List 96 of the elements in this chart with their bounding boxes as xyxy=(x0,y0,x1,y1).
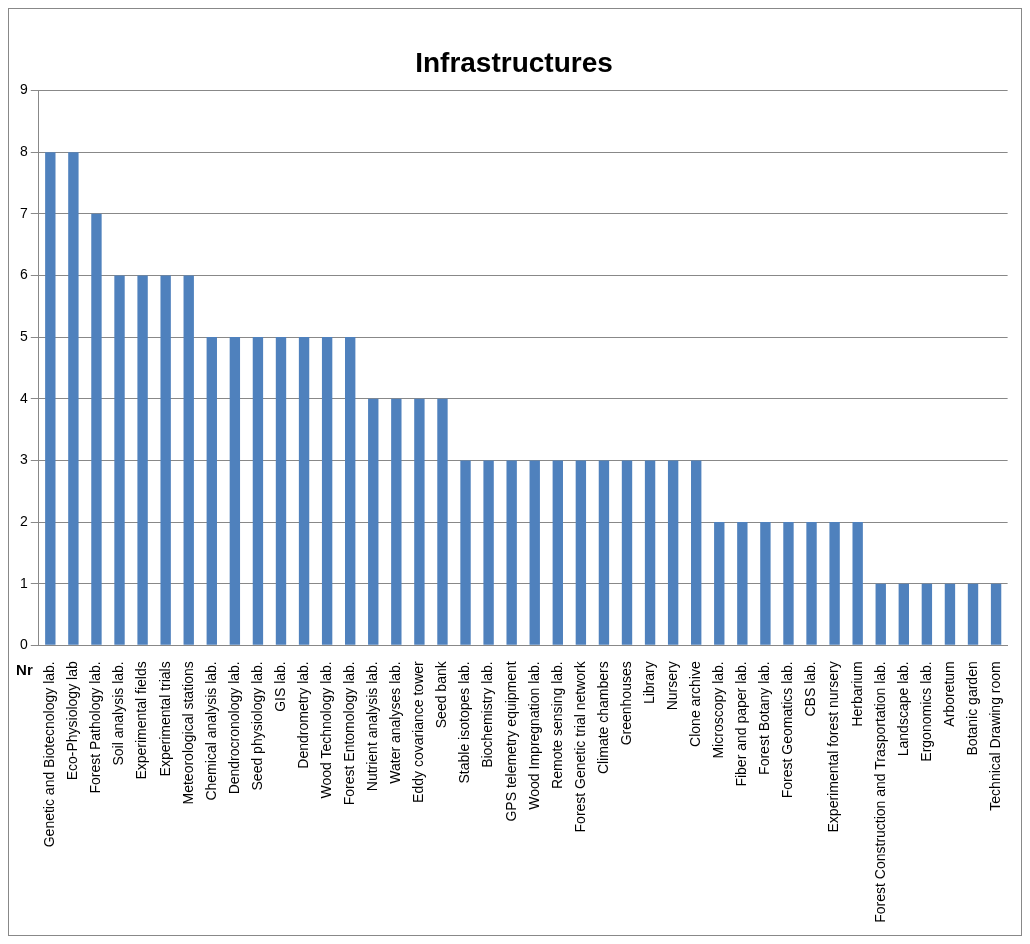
x-tick-label: Wood Impregnation lab. xyxy=(525,661,542,810)
bar xyxy=(783,522,794,645)
x-tick-label: Seed bank xyxy=(433,660,450,729)
bar xyxy=(483,460,494,645)
bar xyxy=(667,460,679,645)
bar xyxy=(137,275,148,645)
bar xyxy=(114,275,125,645)
x-tick-label: Fiber and paper lab. xyxy=(733,661,750,787)
x-tick-label: Forest Entomology lab. xyxy=(341,661,358,806)
x-tick-label: Water analyses lab. xyxy=(387,661,404,784)
bar xyxy=(414,398,425,645)
y-tick-label: 2 xyxy=(19,512,28,529)
x-tick-label: Forest Genetic trial network xyxy=(571,660,588,833)
bar xyxy=(691,460,702,645)
x-tick-label: Nursery xyxy=(664,661,680,711)
x-tick-label: Genetic and Biotecnology lab. xyxy=(41,661,58,848)
bar xyxy=(967,583,979,645)
x-tick-label: Nutrient analysis lab. xyxy=(364,661,381,792)
y-tick-label: 1 xyxy=(19,574,28,591)
x-tick-label: Dendrometry lab. xyxy=(294,661,311,769)
x-tick-label: Herbarium xyxy=(848,661,865,727)
bar xyxy=(760,522,771,645)
x-tick-label: Meteorological stations xyxy=(179,661,196,805)
bar xyxy=(252,337,264,645)
x-tick-label: Forest Botany lab. xyxy=(756,661,773,775)
bar xyxy=(644,460,656,645)
bar xyxy=(229,337,241,645)
x-tick-label: Experimental forest nursery xyxy=(825,661,842,833)
x-tick-label: Forest Construction and Trasportation lab. xyxy=(871,661,888,923)
x-tick-label: Stable isotopes lab. xyxy=(456,661,473,784)
bar xyxy=(806,522,817,645)
bar xyxy=(921,583,933,645)
chart-title: Infrastructures xyxy=(415,46,613,78)
bar xyxy=(598,460,610,645)
x-tick-label: Eddy covariance tower xyxy=(410,660,427,803)
bar xyxy=(160,275,171,645)
y-tick-label: 4 xyxy=(19,389,28,406)
bar xyxy=(990,583,1002,645)
x-tick-label: Arboretum xyxy=(940,661,957,727)
bar xyxy=(852,522,863,645)
bar xyxy=(298,337,310,645)
bar xyxy=(621,460,633,645)
x-tick-label: Microscopy lab. xyxy=(710,661,727,759)
x-tick-label: Ergonomics lab. xyxy=(917,661,934,762)
x-tick-label: CBS lab. xyxy=(802,661,819,717)
y-tick-label: 5 xyxy=(19,327,28,344)
x-tick-label: Botanic garden xyxy=(963,661,980,756)
x-tick-label: Biochemistry lab. xyxy=(479,661,496,768)
bar xyxy=(714,522,725,645)
x-axis-title: Nr xyxy=(16,660,33,678)
x-tick-label: Soil analysis lab. xyxy=(110,661,127,766)
bar xyxy=(321,337,333,645)
bar xyxy=(206,337,217,645)
bar xyxy=(575,460,587,645)
bar xyxy=(391,398,402,645)
x-tick-label: Wood Technology lab. xyxy=(317,661,334,799)
bar xyxy=(875,583,886,645)
x-tick-label: Climate chambers xyxy=(594,661,611,775)
x-tick-label: Library xyxy=(640,661,657,705)
y-tick-label: 6 xyxy=(19,266,28,283)
y-tick-label: 8 xyxy=(19,143,28,160)
bar xyxy=(437,398,448,645)
y-tick-label: 3 xyxy=(19,451,28,468)
x-tick-label: Greenhouses xyxy=(617,661,634,746)
x-tick-label: Eco-Physiology lab xyxy=(64,661,81,781)
bar xyxy=(345,337,356,645)
x-tick-label: Remote sensing lab. xyxy=(548,661,565,789)
bar xyxy=(552,460,563,645)
x-tick-label: Clone archive xyxy=(687,661,704,747)
x-tick-label: Dendrocronology lab. xyxy=(225,661,242,795)
y-tick-label: 0 xyxy=(19,636,28,653)
bar xyxy=(829,522,840,645)
x-tick-label: Chemical analysis lab. xyxy=(202,661,219,801)
x-tick-label: GIS lab. xyxy=(271,661,288,712)
bar xyxy=(529,460,540,645)
x-tick-label: Seed physiology lab. xyxy=(248,661,265,791)
x-tick-label: Experimental trials xyxy=(156,661,173,777)
x-tick-label: Landscape lab. xyxy=(894,661,911,757)
x-tick-label: Technical Drawing room xyxy=(986,661,1003,811)
x-tick-label: Forest Geomatics lab. xyxy=(779,661,796,799)
bar xyxy=(183,275,194,645)
y-tick-label: 7 xyxy=(19,204,28,221)
x-tick-label: Experimental fields xyxy=(133,661,150,780)
bar xyxy=(737,522,748,645)
bar xyxy=(898,583,909,645)
bar xyxy=(68,152,79,645)
y-tick-label: 9 xyxy=(19,81,28,98)
x-tick-label: Forest Pathology lab. xyxy=(87,661,104,794)
bar xyxy=(45,152,56,645)
bar xyxy=(506,460,517,645)
bar xyxy=(944,583,956,645)
bar xyxy=(91,213,102,645)
bar xyxy=(368,398,379,645)
bar xyxy=(275,337,287,645)
bar xyxy=(460,460,471,645)
x-tick-label: GPS telemetry equipment xyxy=(502,661,519,822)
